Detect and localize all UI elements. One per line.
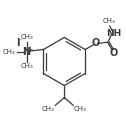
Text: CH₃: CH₃ (20, 63, 33, 69)
Text: I: I (16, 38, 19, 48)
Text: CH₃: CH₃ (42, 106, 55, 112)
Text: ⁻: ⁻ (18, 36, 22, 45)
Text: CH₃: CH₃ (74, 106, 87, 112)
Text: CH₃: CH₃ (20, 34, 33, 40)
Text: NH: NH (106, 29, 122, 38)
Text: O: O (92, 38, 100, 48)
Text: O: O (109, 48, 117, 58)
Text: CH₃: CH₃ (3, 49, 15, 55)
Text: N: N (23, 47, 31, 57)
Text: CH₃: CH₃ (102, 18, 115, 24)
Text: +: + (26, 45, 33, 54)
